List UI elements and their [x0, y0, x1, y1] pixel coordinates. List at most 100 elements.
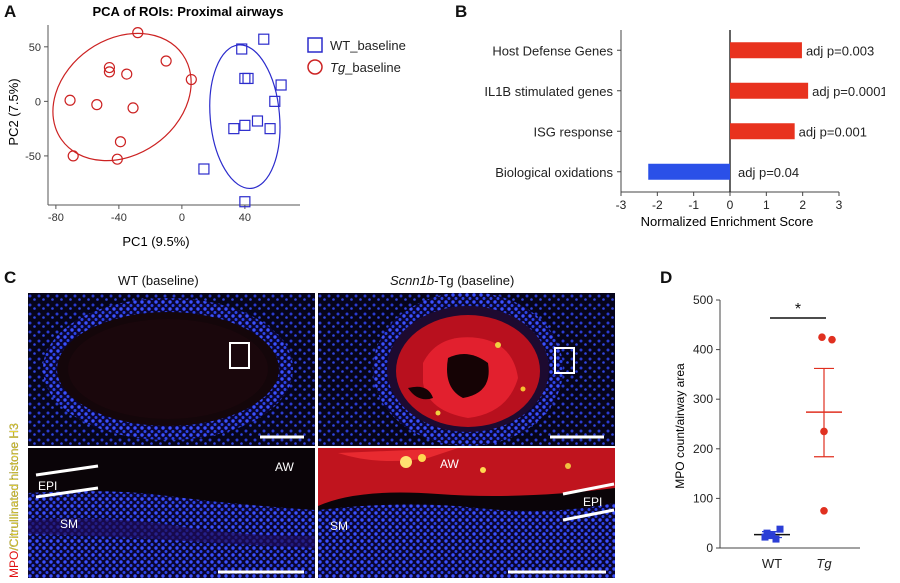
x-tick-label: -3	[616, 198, 627, 212]
x-axis-label: PC1 (9.5%)	[122, 234, 189, 249]
data-point	[763, 529, 771, 537]
data-point	[242, 72, 254, 85]
data-point	[114, 136, 127, 148]
y-tick-label: -50	[25, 151, 41, 163]
data-point	[768, 532, 776, 540]
data-point	[264, 123, 276, 135]
category-label: ISG response	[534, 124, 614, 139]
p-value-label: adj p=0.001	[799, 124, 867, 139]
data-point	[776, 525, 784, 533]
bar	[648, 163, 730, 180]
column-title-wt: WT (baseline)	[118, 273, 199, 288]
x-tick-label: 40	[239, 212, 251, 224]
zoom-box	[554, 347, 575, 374]
label-sm: SM	[60, 517, 78, 531]
zoom-box	[229, 342, 250, 369]
y-axis-label: MPO count/airway area	[673, 363, 687, 489]
data-point	[772, 535, 780, 543]
confidence-ellipse	[209, 44, 281, 190]
bar	[730, 42, 802, 59]
svg-text:MPO/Citrullinated histone H3: MPO/Citrullinated histone H3	[7, 423, 21, 578]
label-aw: AW	[440, 457, 460, 471]
category-label: IL1B stimulated genes	[484, 84, 613, 99]
p-value-label: adj p=0.0001	[812, 84, 885, 99]
legend-marker	[307, 59, 323, 75]
data-point	[820, 427, 828, 436]
micrograph-wt-overview	[28, 293, 315, 446]
x-tick-label: Tg	[816, 556, 832, 571]
micrograph-wt-zoom: AW EPI SM	[28, 448, 315, 578]
p-value-label: adj p=0.003	[806, 43, 874, 58]
label-sm: SM	[330, 519, 348, 533]
bar	[730, 123, 795, 140]
data-point	[132, 27, 144, 39]
data-point	[239, 72, 251, 85]
bar	[730, 82, 809, 99]
y-tick-label: 500	[693, 293, 713, 307]
pca-plot-area: -80 -40 0 40 -50 0 50	[25, 25, 300, 224]
panel-letter-b: B	[455, 2, 468, 21]
x-tick-label: -40	[111, 212, 127, 224]
pca-chart: PCA of ROIs: Proximal airways -80 -40 0 40-…	[6, 4, 406, 249]
data-point	[275, 79, 287, 91]
data-point	[103, 66, 116, 78]
data-point	[828, 335, 836, 344]
chart-title: PCA of ROIs: Proximal airways	[93, 4, 284, 19]
data-point	[198, 163, 210, 175]
legend: WT_baseline Tg_baseline	[307, 37, 406, 75]
data-point	[761, 533, 769, 541]
y-tick-label: 100	[693, 491, 713, 505]
data-point	[818, 333, 826, 341]
panel-letter-a: A	[4, 2, 17, 21]
x-tick-label: 3	[836, 198, 843, 212]
data-point	[121, 68, 133, 80]
legend-marker	[307, 37, 323, 53]
x-tick-label: 1	[763, 198, 770, 212]
y-tick-label: 0	[706, 541, 713, 555]
data-point	[251, 115, 264, 127]
label-epi: EPI	[38, 479, 57, 493]
y-tick-label: 0	[35, 96, 41, 108]
data-point	[269, 95, 281, 107]
y-tick-label: 50	[29, 42, 41, 54]
legend-label: Tg_baseline	[330, 60, 401, 75]
x-tick-label: 0	[179, 212, 185, 224]
panel-letter-d: D	[660, 268, 673, 287]
data-point	[236, 43, 248, 55]
significance-star: *	[795, 301, 801, 318]
mpo-chart: 0 100 200 300 400 500 WT Tg * MPO count/airway a…	[673, 293, 860, 571]
x-tick-label: -2	[652, 198, 663, 212]
x-tick-label: -80	[48, 212, 64, 224]
category-label: Host Defense Genes	[492, 43, 613, 58]
data-point	[228, 123, 240, 135]
confidence-ellipse	[52, 32, 192, 162]
y-tick-label: 400	[693, 343, 713, 357]
category-label: Biological oxidations	[495, 165, 613, 180]
data-point	[820, 507, 828, 515]
data-point	[91, 99, 103, 111]
data-point	[160, 55, 172, 67]
panel-letter-c: C	[4, 268, 17, 287]
legend-label: WT_baseline	[330, 38, 406, 53]
x-axis-label: Normalized Enrichment Score	[641, 214, 814, 229]
micrograph-tg-zoom: AW EPI SM	[318, 448, 615, 578]
mpo-plot-area: 0 100 200 300 400 500 WT Tg *	[693, 293, 860, 571]
data-point	[103, 61, 116, 74]
x-tick-label: WT	[762, 556, 782, 571]
micrograph-tg-overview	[318, 293, 615, 446]
x-tick-label: -1	[688, 198, 699, 212]
label-aw: AW	[275, 460, 295, 474]
enrichment-chart: -3 -2 -1 0 1 2 3 Host Defense Genes adj p=0.003 I…	[484, 30, 885, 229]
data-point	[67, 150, 79, 162]
stain-side-label: MPO/Citrullinated histone H3	[4, 330, 22, 578]
y-tick-label: 200	[693, 442, 713, 456]
data-point	[127, 102, 139, 114]
y-tick-label: 300	[693, 392, 713, 406]
y-axis-label: PC2 (7.5%)	[6, 78, 21, 145]
data-point	[111, 153, 123, 165]
data-point	[239, 119, 251, 131]
data-point	[258, 33, 270, 45]
p-value-label: adj p=0.04	[738, 165, 799, 180]
data-point	[185, 73, 197, 86]
data-point	[239, 196, 251, 208]
